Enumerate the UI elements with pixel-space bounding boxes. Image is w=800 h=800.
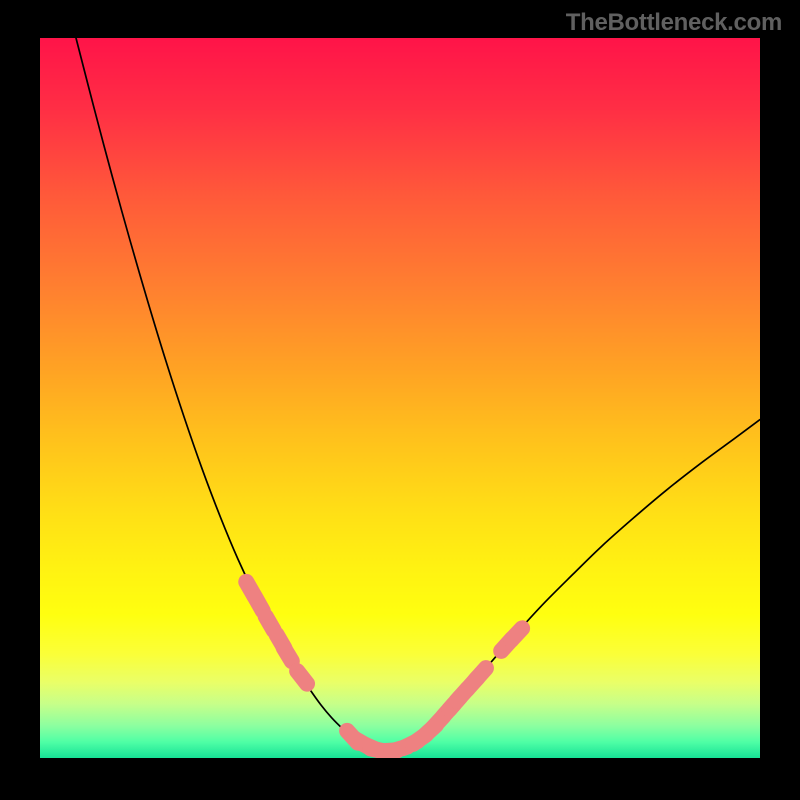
chart-stage: TheBottleneck.com <box>0 0 800 800</box>
plot-area <box>40 38 760 758</box>
curve-marker <box>475 668 486 680</box>
bottleneck-curve <box>76 38 760 751</box>
curve-marker <box>511 628 522 640</box>
curve-layer <box>40 38 760 758</box>
watermark-text: TheBottleneck.com <box>566 9 782 37</box>
curve-marker <box>297 671 307 684</box>
curve-marker <box>255 597 263 611</box>
curve-marker <box>284 647 292 661</box>
